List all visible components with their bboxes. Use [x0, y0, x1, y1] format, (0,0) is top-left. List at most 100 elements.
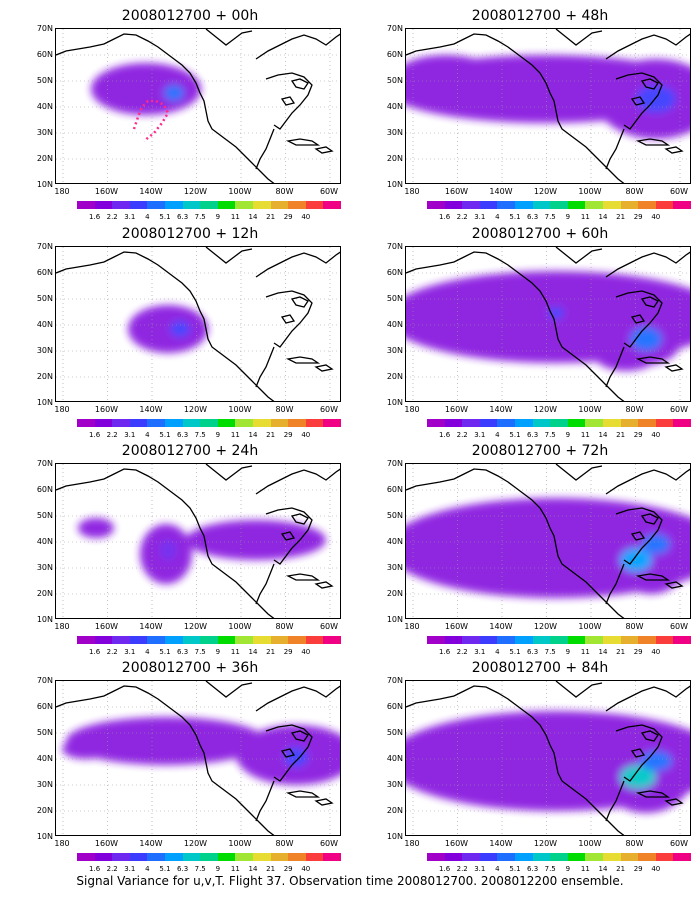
colorbar-swatch [112, 201, 130, 209]
variance-core [170, 321, 190, 337]
colorbar-swatch [323, 853, 341, 861]
coastline [640, 730, 659, 742]
colorbar [77, 201, 341, 209]
colorbar-label: 29 [633, 648, 643, 656]
variance-region [62, 739, 110, 759]
colorbar-swatch [655, 853, 674, 861]
coastline-group [56, 464, 340, 618]
island [635, 356, 671, 364]
variance-field [91, 63, 201, 115]
colorbar-swatch [497, 636, 515, 644]
longitude-label: 180 [54, 839, 70, 848]
colorbar-swatch [638, 636, 656, 644]
colorbar-label: 3.1 [124, 865, 136, 873]
colorbar-swatch [270, 201, 289, 209]
island [635, 573, 671, 581]
map-canvas [56, 464, 340, 618]
longitude-label: 80W [275, 622, 294, 631]
coastline [255, 685, 340, 712]
colorbar-swatch [444, 636, 463, 644]
map-plot [55, 463, 341, 619]
latitude-label: 60N [386, 485, 403, 494]
latitude-label: 40N [36, 754, 53, 763]
longitude-label: 140W [489, 405, 513, 414]
colorbar-swatch [129, 853, 148, 861]
colorbar-label: 14 [248, 648, 258, 656]
island [635, 790, 671, 798]
map-panel: 2008012700 + 48h 70N 60N 50N 40N 30N 20N 10N 180… [375, 8, 700, 226]
longitude-label: 60W [319, 622, 339, 631]
latitude-label: 10N [36, 615, 53, 624]
latitude-label: 70N [36, 242, 53, 251]
colorbar-label: 4 [145, 431, 150, 439]
colorbar-label: 2.2 [106, 431, 118, 439]
colorbar-swatch [479, 201, 498, 209]
panel-title: 2008012700 + 48h [471, 8, 609, 24]
colorbar-swatch [323, 419, 341, 427]
colorbar-label: 2.2 [456, 213, 468, 221]
colorbar-label: 7.5 [544, 865, 556, 873]
colorbar-swatch [94, 853, 113, 861]
coastline [290, 296, 309, 308]
coastline [630, 96, 646, 106]
colorbar-label: 7.5 [194, 648, 206, 656]
longitude-label: 160W [94, 187, 119, 196]
latitude-label: 30N [36, 128, 53, 137]
island [285, 138, 321, 146]
latitude-label: 50N [386, 728, 403, 737]
colorbar-label: 4 [145, 648, 150, 656]
longitude-label: 60W [669, 622, 689, 631]
colorbar-swatch [550, 419, 568, 427]
colorbar-label: 4 [145, 865, 150, 873]
coastline [406, 251, 625, 401]
colorbar-swatch [532, 419, 551, 427]
colorbar-swatch [235, 201, 253, 209]
latitude-label: 20N [386, 154, 403, 163]
map-plot [405, 28, 691, 184]
coastline [265, 507, 313, 565]
colorbar-swatch [200, 201, 218, 209]
colorbar-swatch [182, 853, 201, 861]
island [664, 146, 684, 154]
coastline [265, 724, 313, 782]
island [635, 138, 671, 146]
colorbar-label: 21 [616, 865, 626, 873]
coastline [255, 563, 275, 605]
latitude-label: 50N [36, 294, 53, 303]
latitude-label: 70N [386, 459, 403, 468]
colorbar-swatch [270, 636, 289, 644]
colorbar [427, 419, 691, 427]
colorbar-label: 21 [266, 213, 276, 221]
colorbar-label: 5.1 [509, 213, 521, 221]
coastline [605, 346, 625, 388]
latitude-label: 30N [36, 346, 53, 355]
coastline [280, 748, 296, 758]
colorbar-swatch [620, 636, 639, 644]
colorbar-label: 6.3 [527, 865, 539, 873]
colorbar-label: 11 [580, 431, 590, 439]
colorbar-label: 6.3 [527, 431, 539, 439]
latitude-label: 20N [386, 589, 403, 598]
coastline [640, 296, 659, 308]
longitude-label: 140W [489, 839, 513, 848]
colorbar-label: 5.1 [509, 865, 521, 873]
colorbar-swatch [427, 636, 445, 644]
longitude-label: 140W [139, 187, 163, 196]
colorbar-label: 11 [230, 213, 240, 221]
colorbar-swatch [550, 201, 568, 209]
variance-field [78, 518, 326, 584]
map-canvas [406, 681, 690, 835]
colorbar-swatch [288, 201, 306, 209]
colorbar-label: 29 [283, 865, 293, 873]
colorbar-swatch [200, 853, 218, 861]
colorbar-label: 5.1 [509, 648, 521, 656]
map-canvas [56, 247, 340, 401]
colorbar-swatch [462, 636, 480, 644]
colorbar-label: 1.6 [439, 865, 451, 873]
latitude-label: 60N [386, 50, 403, 59]
map-panel: 2008012700 + 12h 70N 60N 50N 40N 30N 20N 10N 180… [25, 226, 355, 444]
coastline [56, 468, 275, 618]
longitude-label: 140W [489, 622, 513, 631]
latitude-label: 30N [36, 563, 53, 572]
longitude-label: 160W [94, 839, 119, 848]
